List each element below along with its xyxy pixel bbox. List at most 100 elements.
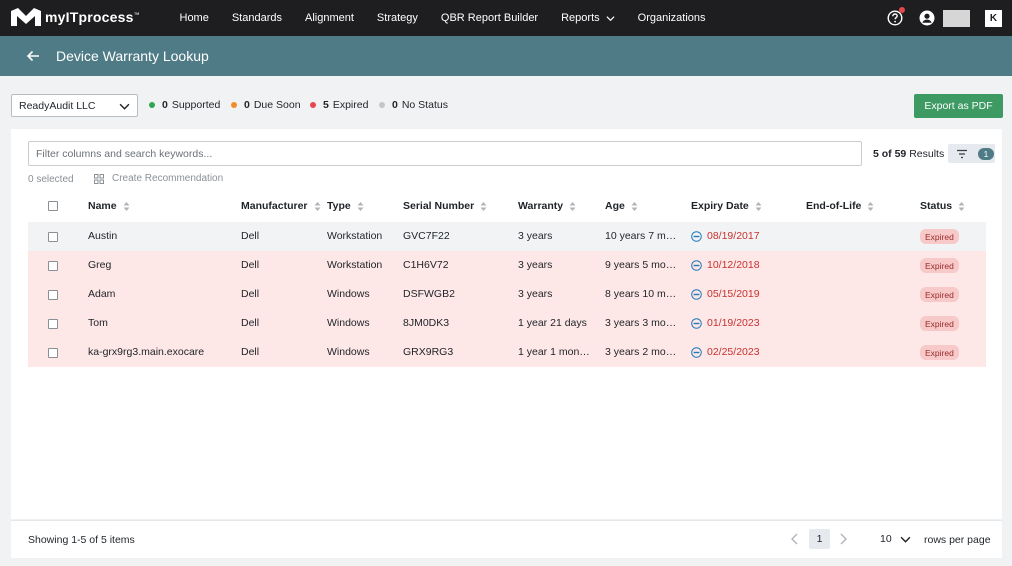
chevron-right-icon[interactable] <box>836 532 850 546</box>
chevron-left-icon[interactable] <box>788 532 802 546</box>
company-select[interactable]: ReadyAudit LLC <box>11 94 138 117</box>
cell-name[interactable]: Austin <box>88 230 118 242</box>
column-header-age[interactable]: Age <box>605 200 638 212</box>
nav-reports-label: Reports <box>561 12 600 24</box>
chevron-down-icon <box>606 15 615 21</box>
column-header-serial-number[interactable]: Serial Number <box>403 200 487 212</box>
filter-icon <box>957 149 967 158</box>
back-arrow-icon[interactable] <box>26 49 40 63</box>
column-header-type[interactable]: Type <box>327 200 364 212</box>
filter-count-badge: 1 <box>978 147 994 160</box>
row-checkbox[interactable] <box>48 261 58 271</box>
status-badge: Expired <box>920 229 959 244</box>
row-checkbox[interactable] <box>48 232 58 242</box>
expiry-date-text: 05/15/2019 <box>707 288 760 300</box>
nav-right-tools: K <box>887 0 1002 36</box>
legend-supported: 0 Supported <box>149 99 220 111</box>
column-header-warranty[interactable]: Warranty <box>518 200 576 212</box>
help-icon <box>887 10 903 26</box>
nav-standards[interactable]: Standards <box>231 12 282 24</box>
cell-name[interactable]: Greg <box>88 259 112 271</box>
legend-count: 0 <box>162 99 168 111</box>
cell-age: 9 years 5 mo… <box>605 259 677 271</box>
table-row[interactable]: Adam Dell Windows DSFWGB2 3 years 8 year… <box>28 280 986 309</box>
legend-expired: 5 Expired <box>310 99 368 111</box>
sort-icon <box>958 201 965 211</box>
sort-icon <box>631 201 638 211</box>
row-checkbox[interactable] <box>48 290 58 300</box>
cell-serial-number: GVC7F22 <box>403 230 450 242</box>
legend-no-status: 0 No Status <box>379 99 448 111</box>
create-recommendation-button[interactable]: Create Recommendation <box>94 173 223 184</box>
legend-label: Expired <box>332 99 369 111</box>
cell-name[interactable]: ka-grx9rg3.main.exocare <box>88 346 205 358</box>
table-row[interactable]: Tom Dell Windows 8JM0DK3 1 year 21 days … <box>28 309 986 338</box>
column-header-name[interactable]: Name <box>88 200 130 212</box>
table-row[interactable]: ka-grx9rg3.main.exocare Dell Windows GRX… <box>28 338 986 367</box>
cell-serial-number: DSFWGB2 <box>403 288 455 300</box>
column-header-status[interactable]: Status <box>920 200 965 212</box>
cell-name[interactable]: Tom <box>88 317 108 329</box>
cell-manufacturer: Dell <box>241 346 260 358</box>
create-recommendation-label: Create Recommendation <box>112 173 224 184</box>
cell-expiry-date: 02/25/2023 <box>691 346 760 358</box>
page-header: Device Warranty Lookup <box>0 36 1012 76</box>
logo-mark-icon <box>11 8 41 26</box>
table-row[interactable]: Austin Dell Workstation GVC7F22 3 years … <box>28 222 986 251</box>
cell-age: 10 years 7 m… <box>605 230 677 242</box>
rows-per-page-label: rows per page <box>924 534 991 546</box>
chevron-down-icon <box>900 536 911 543</box>
cell-expiry-date: 01/19/2023 <box>691 317 760 329</box>
cell-manufacturer: Dell <box>241 230 260 242</box>
expiry-date-text: 01/19/2023 <box>707 317 760 329</box>
expiry-date-text: 10/12/2018 <box>707 259 760 271</box>
cell-type: Workstation <box>327 230 383 242</box>
row-checkbox[interactable] <box>48 319 58 329</box>
expiry-date-text: 02/25/2023 <box>707 346 760 358</box>
cell-type: Windows <box>327 288 370 300</box>
sort-icon <box>569 201 576 211</box>
sort-icon <box>123 201 130 211</box>
table-footer: Showing 1-5 of 5 items 1 10 rows per pag… <box>11 520 1002 558</box>
org-logo-placeholder[interactable] <box>943 9 970 27</box>
column-header-expiry-date[interactable]: Expiry Date <box>691 200 762 212</box>
results-count: 5 of 59 Results <box>873 148 945 160</box>
nav-alignment[interactable]: Alignment <box>305 12 354 24</box>
nav-home[interactable]: Home <box>179 12 209 24</box>
company-select-value: ReadyAudit LLC <box>19 99 96 112</box>
cell-warranty: 3 years <box>518 230 553 242</box>
expiry-date-text: 08/19/2017 <box>707 230 760 242</box>
table-row[interactable]: Greg Dell Workstation C1H6V72 3 years 9 … <box>28 251 986 280</box>
column-header-end-of-life[interactable]: End-of-Life <box>806 200 874 212</box>
row-checkbox[interactable] <box>48 348 58 358</box>
status-badge: Expired <box>920 258 959 273</box>
help-button[interactable] <box>887 7 905 26</box>
nav-qbr-report-builder[interactable]: QBR Report Builder <box>440 12 539 24</box>
nav-strategy[interactable]: Strategy <box>376 12 418 24</box>
kaseya-badge[interactable]: K <box>985 9 1002 27</box>
cell-type: Windows <box>327 317 370 329</box>
top-navbar: myITprocess™ Home Standards Alignment St… <box>0 0 1012 36</box>
select-all-checkbox[interactable] <box>48 201 58 211</box>
cell-warranty: 1 year 1 mon… <box>518 346 590 358</box>
legend-label: Supported <box>171 99 221 111</box>
cell-name[interactable]: Adam <box>88 288 116 300</box>
nav-organizations[interactable]: Organizations <box>637 12 706 24</box>
rows-per-page-select[interactable]: 10 <box>873 529 915 549</box>
filter-button[interactable]: 1 <box>948 144 995 163</box>
nav-reports[interactable]: Reports <box>561 12 615 24</box>
dell-logo-icon <box>691 346 702 358</box>
dell-logo-icon <box>691 230 702 242</box>
column-header-manufacturer[interactable]: Manufacturer <box>241 200 321 212</box>
cell-type: Workstation <box>327 259 383 271</box>
page-number-button[interactable]: 1 <box>809 529 830 549</box>
selected-count: 0 selected <box>28 174 74 185</box>
user-account-icon[interactable] <box>919 10 935 26</box>
cell-manufacturer: Dell <box>241 288 260 300</box>
cell-age: 3 years 2 mo… <box>605 346 677 358</box>
logo[interactable]: myITprocess™ <box>10 7 140 27</box>
notification-dot <box>899 7 905 13</box>
export-pdf-button[interactable]: Export as PDF <box>914 94 1003 118</box>
status-dot <box>310 102 316 108</box>
search-input[interactable]: Filter columns and search keywords... <box>28 141 862 166</box>
